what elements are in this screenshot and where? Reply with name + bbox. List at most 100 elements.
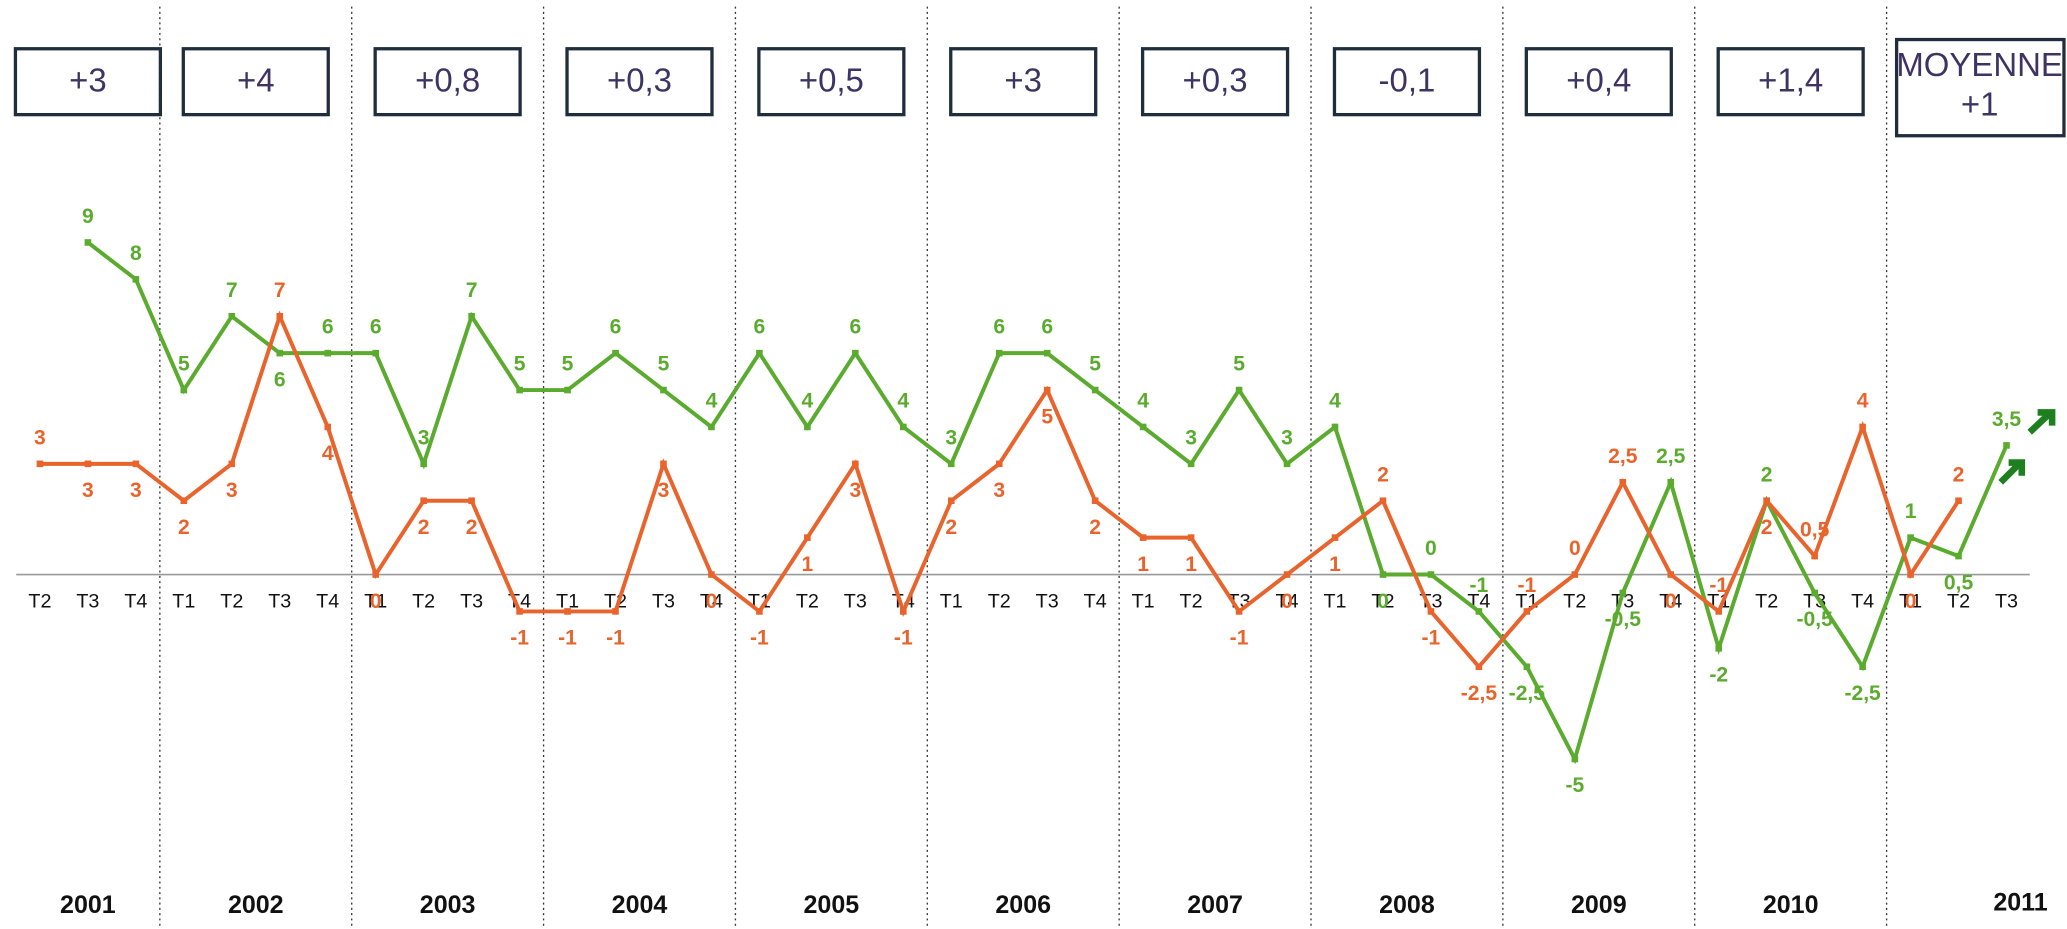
point — [1091, 386, 1099, 394]
data-label: 6 — [993, 316, 1005, 339]
data-label: 3 — [658, 479, 670, 502]
data-label: -2,5 — [1461, 682, 1498, 705]
point — [900, 608, 907, 615]
point — [1859, 423, 1866, 431]
point — [1043, 386, 1051, 394]
x-tick-label: T4 — [124, 590, 147, 612]
data-label: 5 — [658, 353, 670, 376]
x-tick-label: T4 — [316, 590, 339, 612]
point — [1475, 608, 1483, 615]
point — [372, 349, 379, 357]
point — [1043, 349, 1051, 357]
x-tick-label: T2 — [1755, 590, 1778, 612]
data-label: 3 — [1185, 426, 1197, 449]
point — [1139, 534, 1147, 541]
point — [612, 608, 619, 615]
data-label: -1 — [1422, 627, 1441, 650]
point — [276, 349, 284, 357]
data-label: 8 — [130, 242, 142, 265]
point — [804, 534, 811, 541]
point — [420, 497, 427, 505]
x-tick-label: T3 — [76, 590, 99, 612]
data-label: -2,5 — [1844, 682, 1881, 705]
x-tick-label: T4 — [1276, 590, 1299, 612]
data-label: 2 — [1089, 516, 1101, 539]
point — [1427, 608, 1435, 615]
point — [516, 608, 523, 615]
trend-arrows — [1998, 409, 2056, 485]
data-label: -1 — [558, 627, 577, 650]
year-label: 2005 — [804, 891, 860, 919]
point — [324, 349, 332, 357]
point — [804, 423, 811, 431]
x-tick-label: T1 — [1132, 590, 1155, 612]
point — [1715, 608, 1723, 615]
data-label: 0 — [1569, 537, 1581, 560]
x-tick-label: T1 — [940, 590, 963, 612]
data-label: 5 — [514, 353, 526, 376]
point — [180, 386, 188, 394]
year-box-value: +0,5 — [799, 62, 864, 99]
point — [372, 571, 379, 578]
data-label: 7 — [274, 279, 286, 302]
point — [228, 460, 236, 468]
point — [1235, 608, 1243, 615]
point — [1091, 497, 1099, 505]
point — [468, 312, 475, 320]
x-tick-label: T2 — [28, 590, 51, 612]
year-box — [565, 47, 714, 117]
year-box — [1524, 47, 1673, 117]
average-label: MOYENNE — [1896, 46, 2063, 83]
point — [1715, 645, 1723, 652]
point — [1763, 497, 1770, 505]
data-label: -1 — [1470, 574, 1489, 597]
x-tick-label: T2 — [412, 590, 435, 612]
point — [900, 423, 907, 431]
x-tick-label: T2 — [1947, 590, 1970, 612]
x-tick-label: T3 — [460, 590, 483, 612]
data-label: 1 — [1905, 500, 1917, 523]
point — [1619, 589, 1627, 597]
point — [660, 386, 667, 394]
average-box — [1894, 37, 2066, 138]
point — [324, 423, 332, 431]
year-box — [949, 47, 1098, 117]
year-label: 2002 — [228, 891, 284, 919]
data-label: 1 — [802, 553, 814, 576]
point — [132, 460, 140, 468]
data-label: 5 — [1089, 353, 1101, 376]
data-label: 2 — [418, 516, 430, 539]
arrow — [1998, 459, 2026, 485]
year-box — [181, 47, 330, 117]
data-label: 4 — [322, 442, 334, 465]
data-label: 3 — [849, 479, 861, 502]
point — [1235, 386, 1243, 394]
year-box-value: -0,1 — [1379, 62, 1436, 99]
point — [516, 386, 523, 394]
data-label: 0 — [1665, 590, 1677, 613]
data-label: 6 — [370, 316, 382, 339]
data-label: 4 — [1137, 389, 1149, 412]
year-box-value: +1,4 — [1758, 62, 1823, 99]
point — [1571, 571, 1579, 578]
data-label: -0,5 — [1605, 608, 1642, 631]
year-label: 2010 — [1763, 891, 1819, 919]
data-label: -1 — [1709, 574, 1728, 597]
point — [756, 349, 763, 357]
data-label: -2,5 — [1509, 682, 1546, 705]
data-label: -1 — [750, 627, 769, 650]
point — [1907, 534, 1914, 541]
point — [468, 497, 475, 505]
year-box — [757, 47, 906, 117]
year-box — [1140, 47, 1290, 117]
data-label: -1 — [1517, 574, 1536, 597]
data-label: 3 — [945, 426, 957, 449]
data-label: 1 — [1329, 553, 1341, 576]
point — [852, 460, 859, 468]
data-label: 0 — [370, 590, 382, 613]
x-tick-label: T4 — [700, 590, 723, 612]
year-box-value: +3 — [1004, 62, 1042, 99]
data-label: 2 — [1377, 463, 1389, 486]
point — [995, 349, 1003, 357]
data-label: 2 — [945, 516, 957, 539]
